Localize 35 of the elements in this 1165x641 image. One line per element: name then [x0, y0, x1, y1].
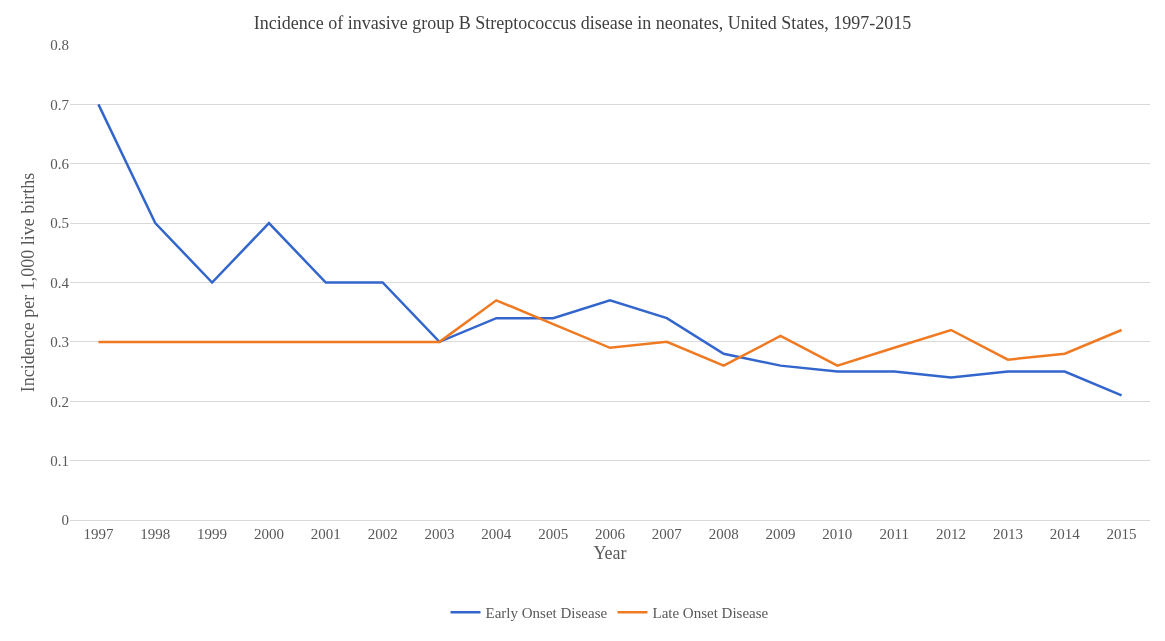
x-tick-label: 2003: [424, 526, 455, 542]
y-tick-label: 0.2: [50, 393, 69, 410]
line-series: [97, 103, 1123, 397]
chart-title: Incidence of invasive group B Streptococcus disease in neonates, United States, 1997-2015: [253, 12, 912, 33]
legend-label: Early Onset Disease: [485, 605, 608, 622]
x-tick-label: 2015: [1106, 526, 1137, 542]
x-tick-label: 2011: [879, 526, 909, 542]
x-tick-label: 2001: [310, 526, 341, 542]
x-tick-label: 2007: [651, 526, 683, 542]
x-axis-title: Year: [593, 543, 627, 564]
y-tick-label: 0.5: [50, 215, 69, 232]
x-tick-label: 2005: [538, 526, 569, 542]
y-tick-label: 0.3: [50, 334, 69, 351]
y-tick-label: 0.7: [50, 96, 70, 113]
y-tick-label: 0.6: [50, 156, 70, 172]
x-tick-label: 2010: [822, 526, 853, 542]
x-tick-label: 1999: [197, 526, 228, 542]
y-tick-label: 0.8: [50, 37, 69, 54]
x-tick-label: 1997: [83, 526, 114, 542]
x-tick-label: 2006: [595, 526, 626, 542]
x-tick-label: 2014: [1049, 526, 1081, 542]
y-tick-label: 0.1: [50, 452, 69, 469]
y-axis-title: Incidence per 1,000 live births: [18, 172, 39, 393]
y-tick-label: 0: [61, 512, 69, 529]
x-tick-label: 2008: [708, 526, 739, 542]
x-tick-label: 1998: [140, 526, 171, 542]
legend-label: Late Onset Disease: [652, 605, 769, 622]
x-tick-label: 2013: [992, 526, 1023, 542]
line-series: [97, 299, 1123, 367]
x-tick-label: 2004: [481, 526, 512, 542]
x-tick-label: 2002: [367, 526, 398, 542]
x-tick-label: 2012: [936, 526, 967, 542]
y-tick-label: 0.4: [50, 274, 70, 291]
x-tick-label: 2000: [253, 526, 284, 542]
x-tick-label: 2009: [765, 526, 796, 542]
